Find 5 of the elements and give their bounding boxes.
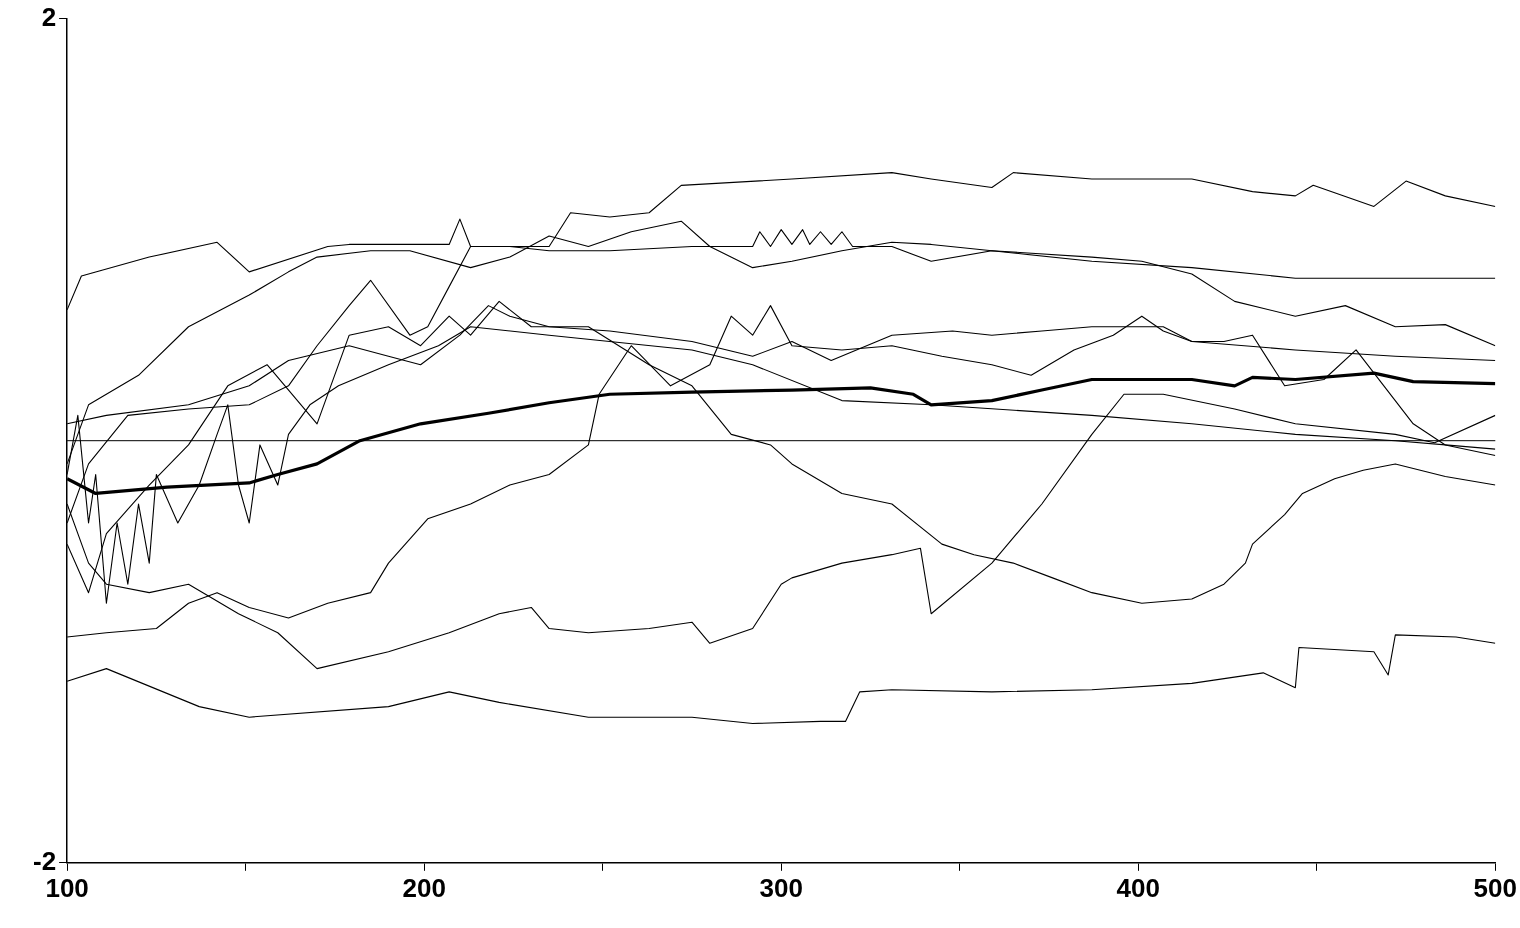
x-tick-label: 200: [402, 872, 446, 903]
x-tick-label: 400: [1116, 872, 1160, 903]
y-tick-label: 2: [41, 1, 57, 32]
x-tick-label: 300: [759, 872, 803, 903]
x-tick-label: 500: [1473, 872, 1518, 903]
